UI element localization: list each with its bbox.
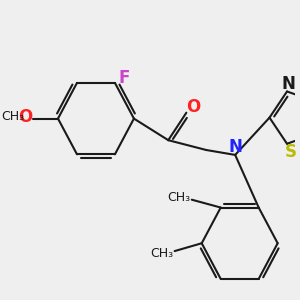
Text: CH₃: CH₃ <box>150 247 173 260</box>
Text: O: O <box>18 108 33 126</box>
Text: F: F <box>118 69 130 87</box>
Text: CH₃: CH₃ <box>1 110 24 123</box>
Text: O: O <box>187 98 201 116</box>
Text: CH₃: CH₃ <box>168 191 191 204</box>
Text: N: N <box>282 75 296 93</box>
Text: S: S <box>285 142 297 160</box>
Text: N: N <box>228 138 242 156</box>
